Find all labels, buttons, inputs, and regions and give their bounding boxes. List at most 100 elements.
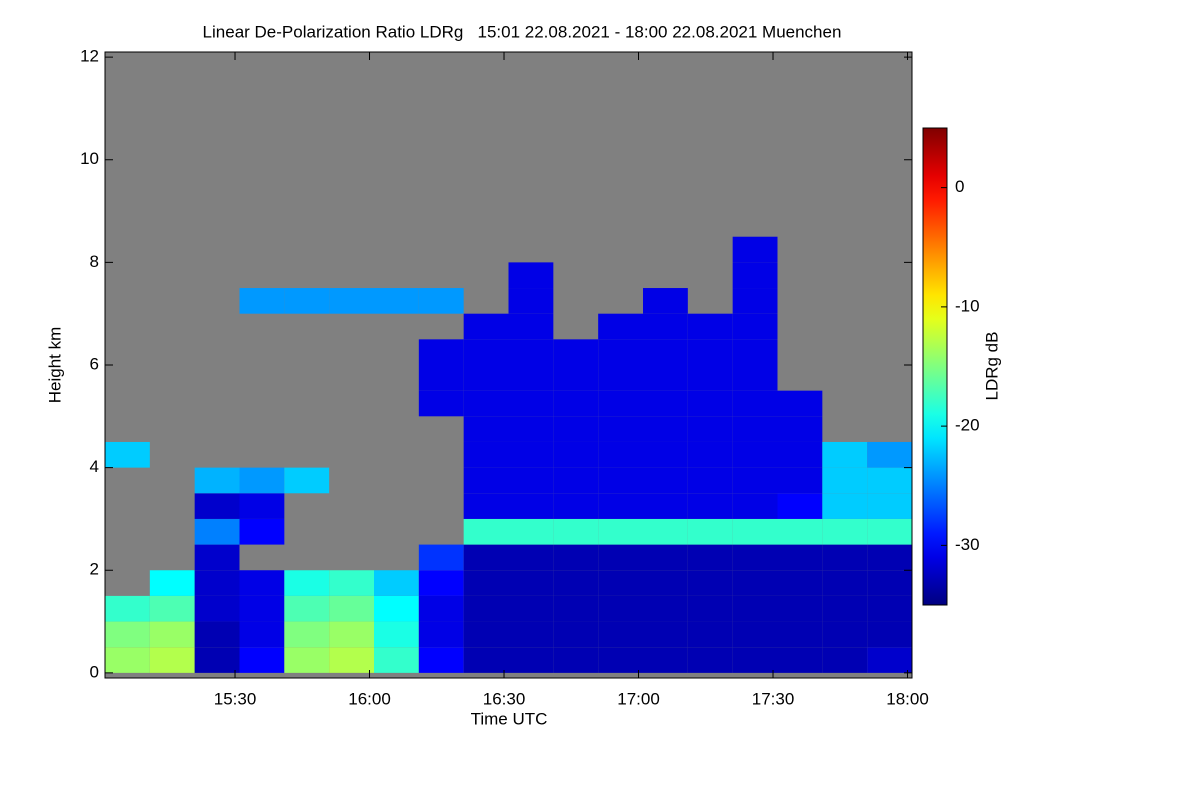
- heatmap-cell: [822, 441, 868, 468]
- heatmap-cell: [508, 595, 554, 622]
- heatmap-cell: [239, 288, 285, 314]
- colorbar-tick-label: 0: [955, 177, 964, 196]
- heatmap-cell: [867, 467, 912, 494]
- heatmap-cell: [508, 339, 554, 365]
- heatmap-cell: [687, 518, 733, 545]
- x-tick-label: 18:00: [886, 689, 929, 708]
- heatmap-cell: [508, 493, 554, 519]
- heatmap-cell: [239, 518, 285, 545]
- heatmap-cell: [553, 416, 599, 442]
- heatmap-cell: [867, 595, 912, 622]
- heatmap-cell: [374, 647, 419, 673]
- heatmap-cell: [777, 441, 823, 468]
- heatmap-cell: [463, 467, 509, 494]
- heatmap-cell: [732, 493, 778, 519]
- heatmap-cell: [643, 288, 688, 314]
- heatmap-cell: [194, 647, 240, 673]
- heatmap-cell: [194, 595, 240, 622]
- y-tick-label: 12: [80, 47, 99, 66]
- heatmap-cell: [149, 595, 195, 622]
- heatmap-cell: [687, 390, 733, 417]
- heatmap-cell: [643, 390, 688, 417]
- heatmap-cell: [643, 647, 688, 673]
- heatmap-cell: [777, 544, 823, 571]
- y-tick-label: 6: [90, 354, 99, 373]
- heatmap-cell: [732, 544, 778, 571]
- chart-title: Linear De-Polarization Ratio LDRg 15:01 …: [203, 22, 842, 41]
- heatmap-cell: [687, 595, 733, 622]
- heatmap-cell: [374, 595, 419, 622]
- heatmap-cell: [598, 544, 643, 571]
- heatmap-cell: [643, 313, 688, 340]
- heatmap-cell: [553, 621, 599, 648]
- heatmap-cell: [687, 493, 733, 519]
- x-tick-label: 15:30: [214, 689, 257, 708]
- heatmap-cell: [732, 390, 778, 417]
- heatmap-cell: [418, 595, 464, 622]
- heatmap-cell: [598, 621, 643, 648]
- heatmap-cell: [194, 467, 240, 494]
- heatmap-cell: [508, 262, 554, 289]
- heatmap-cell: [822, 621, 868, 648]
- heatmap-cell: [149, 621, 195, 648]
- heatmap-cell: [553, 570, 599, 596]
- heatmap-cell: [553, 365, 599, 391]
- heatmap-cell: [643, 518, 688, 545]
- heatmap-cell: [418, 365, 464, 391]
- heatmap-cell: [687, 544, 733, 571]
- heatmap-cell: [777, 595, 823, 622]
- heatmap-cell: [463, 313, 509, 340]
- heatmap-cell: [822, 595, 868, 622]
- heatmap-cell: [687, 416, 733, 442]
- heatmap-cell: [105, 621, 150, 648]
- heatmap-cell: [822, 467, 868, 494]
- heatmap-cell: [149, 570, 195, 596]
- heatmap-cell: [687, 467, 733, 494]
- heatmap-cell: [463, 518, 509, 545]
- heatmap-cell: [732, 621, 778, 648]
- heatmap-cell: [463, 493, 509, 519]
- heatmap-cell: [598, 493, 643, 519]
- heatmap-cell: [418, 570, 464, 596]
- heatmap-cell: [732, 288, 778, 314]
- heatmap-cell: [463, 339, 509, 365]
- colorbar-tick-label: -30: [955, 535, 980, 554]
- heatmap-cell: [643, 570, 688, 596]
- colorbar-tick-label: -10: [955, 296, 980, 315]
- x-axis-label: Time UTC: [471, 709, 548, 728]
- heatmap-cell: [329, 570, 374, 596]
- heatmap-cell: [418, 339, 464, 365]
- heatmap-cell: [598, 339, 643, 365]
- colorbar: [922, 127, 948, 606]
- heatmap-cell: [732, 518, 778, 545]
- heatmap-cell: [732, 236, 778, 263]
- heatmap-cell: [553, 339, 599, 365]
- heatmap-cell: [194, 544, 240, 571]
- heatmap-cell: [643, 544, 688, 571]
- heatmap-cell: [374, 288, 419, 314]
- heatmap-cell: [867, 493, 912, 519]
- heatmap-cell: [418, 288, 464, 314]
- heatmap-cell: [777, 416, 823, 442]
- heatmap-cell: [508, 441, 554, 468]
- heatmap-cell: [418, 390, 464, 417]
- heatmap-cell: [329, 595, 374, 622]
- heatmap-cell: [463, 647, 509, 673]
- heatmap-cell: [867, 570, 912, 596]
- heatmap-cell: [463, 365, 509, 391]
- heatmap-cell: [732, 313, 778, 340]
- heatmap-cell: [463, 570, 509, 596]
- heatmap-cell: [284, 570, 330, 596]
- heatmap-cell: [732, 570, 778, 596]
- y-tick-label: 2: [90, 560, 99, 579]
- x-tick-label: 16:00: [348, 689, 391, 708]
- heatmap-cell: [643, 467, 688, 494]
- x-tick-label: 17:30: [752, 689, 795, 708]
- heatmap-cell: [284, 467, 330, 494]
- heatmap-cell: [239, 493, 285, 519]
- heatmap-cell: [822, 570, 868, 596]
- heatmap-cell: [777, 518, 823, 545]
- heatmap-cell: [777, 570, 823, 596]
- heatmap-cell: [329, 647, 374, 673]
